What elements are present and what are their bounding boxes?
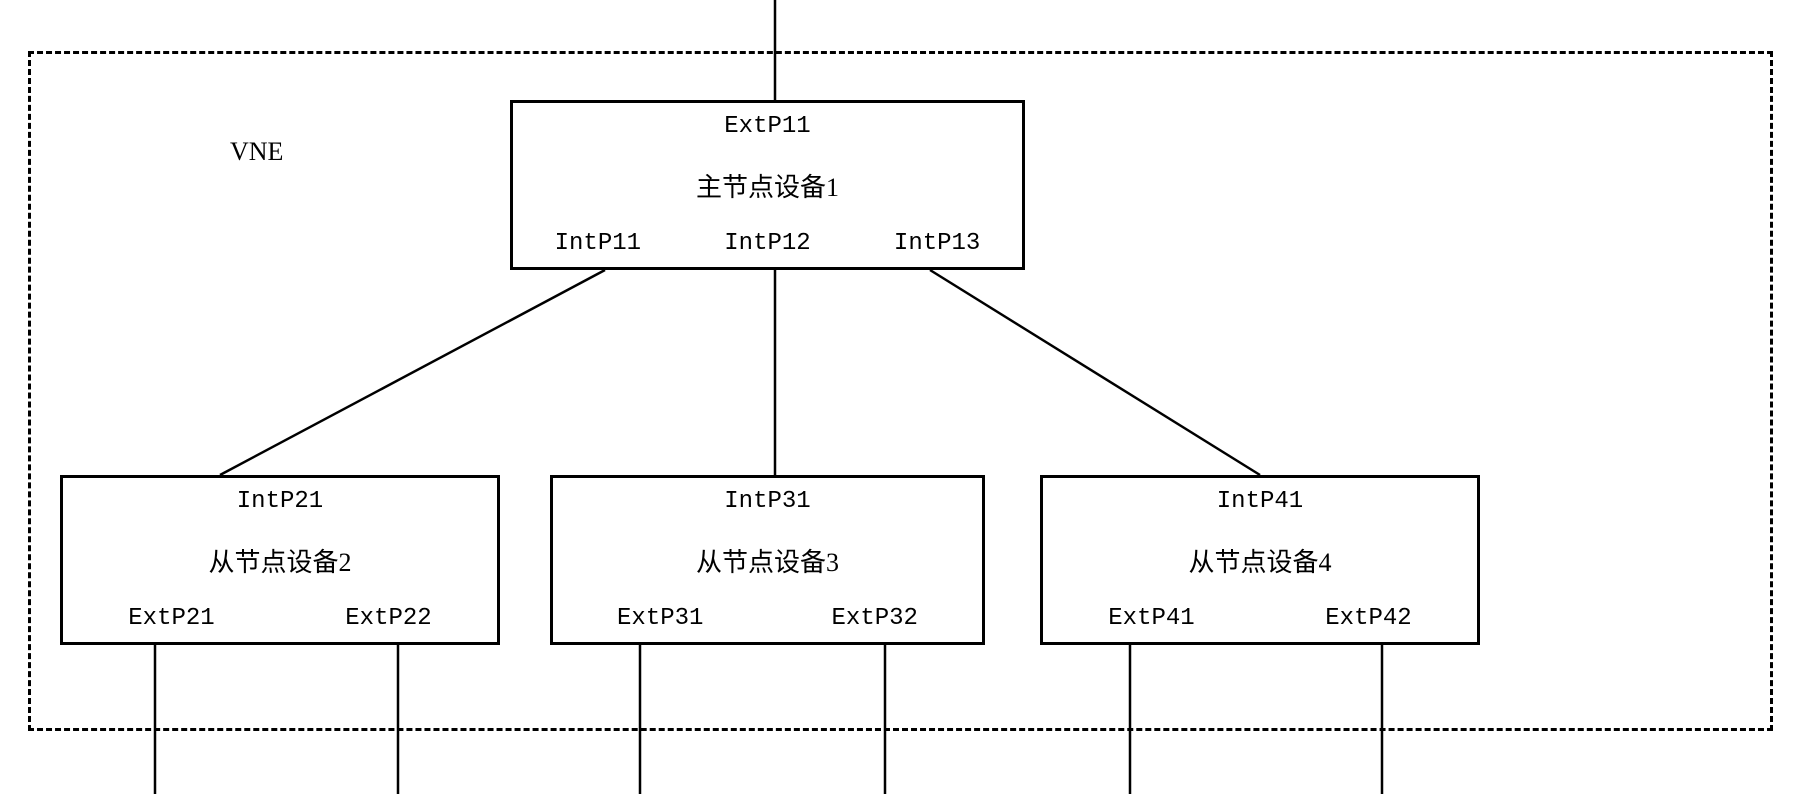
port-extp31: ExtP31 xyxy=(617,605,703,632)
port-intp11: IntP11 xyxy=(555,230,641,257)
port-extp42: ExtP42 xyxy=(1325,605,1411,632)
port-extp41: ExtP41 xyxy=(1108,605,1194,632)
master-bottom-port-row: IntP11 IntP12 IntP13 xyxy=(513,230,1022,257)
port-intp13: IntP13 xyxy=(894,230,980,257)
port-extp22: ExtP22 xyxy=(345,605,431,632)
slave2-title: 从节点设备2 xyxy=(63,542,497,579)
node-slave2: IntP21 从节点设备2 ExtP21 ExtP22 xyxy=(60,475,500,645)
master-top-port-row: ExtP11 xyxy=(513,113,1022,140)
slave3-bottom-port-row: ExtP31 ExtP32 xyxy=(553,605,982,632)
port-extp11: ExtP11 xyxy=(724,113,810,140)
port-intp31: IntP31 xyxy=(724,488,810,515)
node-master: ExtP11 主节点设备1 IntP11 IntP12 IntP13 xyxy=(510,100,1025,270)
port-intp21: IntP21 xyxy=(237,488,323,515)
port-intp41: IntP41 xyxy=(1217,488,1303,515)
slave4-bottom-port-row: ExtP41 ExtP42 xyxy=(1043,605,1477,632)
node-slave3: IntP31 从节点设备3 ExtP31 ExtP32 xyxy=(550,475,985,645)
slave4-title: 从节点设备4 xyxy=(1043,542,1477,579)
node-slave4: IntP41 从节点设备4 ExtP41 ExtP42 xyxy=(1040,475,1480,645)
slave2-bottom-port-row: ExtP21 ExtP22 xyxy=(63,605,497,632)
slave2-top-port-row: IntP21 xyxy=(63,488,497,515)
vne-label: VNE xyxy=(230,137,283,167)
port-extp32: ExtP32 xyxy=(832,605,918,632)
port-intp12: IntP12 xyxy=(724,230,810,257)
port-extp21: ExtP21 xyxy=(128,605,214,632)
master-title: 主节点设备1 xyxy=(513,167,1022,204)
slave4-top-port-row: IntP41 xyxy=(1043,488,1477,515)
slave3-top-port-row: IntP31 xyxy=(553,488,982,515)
diagram-container: VNE ExtP11 主节点设备1 IntP11 IntP12 IntP13 I… xyxy=(0,0,1793,794)
slave3-title: 从节点设备3 xyxy=(553,542,982,579)
